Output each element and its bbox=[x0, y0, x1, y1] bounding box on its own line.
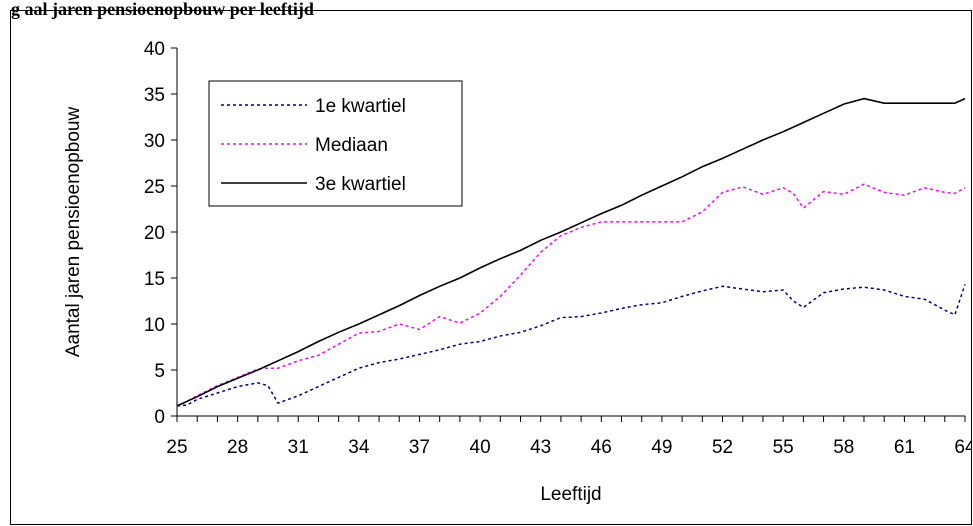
x-tick-label: 28 bbox=[227, 437, 248, 458]
legend-label-1: 1e kwartiel bbox=[315, 96, 406, 117]
series-line-1 bbox=[176, 284, 966, 407]
y-tick-label: 0 bbox=[154, 407, 165, 428]
legend: 1e kwartiel Mediaan 3e kwartiel bbox=[208, 80, 463, 207]
legend-label-3: 3e kwartiel bbox=[315, 174, 406, 195]
y-tick-label: 15 bbox=[144, 269, 165, 290]
x-tick-label: 55 bbox=[773, 437, 794, 458]
y-tick-label: 40 bbox=[144, 39, 165, 60]
legend-label-2: Mediaan bbox=[315, 135, 388, 156]
x-axis-label: Leeftijd bbox=[540, 484, 601, 505]
chart-frame: g aal jaren pensioenopbouw per leeftijd … bbox=[10, 0, 972, 525]
x-tick-label: 49 bbox=[651, 437, 672, 458]
x-tick-label: 43 bbox=[530, 437, 551, 458]
x-tick-label: 40 bbox=[470, 437, 491, 458]
y-tick-label: 5 bbox=[154, 361, 165, 382]
x-tick-label: 31 bbox=[288, 437, 309, 458]
axes: 0 5 10 15 20 25 30 35 40 25 28 31 34 37 40 43 46 49 52 55 58… bbox=[144, 39, 971, 458]
line-chart: 0 5 10 15 20 25 30 35 40 25 28 31 34 37 40 43 46 49 52 55 58… bbox=[63, 39, 971, 505]
series-line-3 bbox=[176, 97, 966, 407]
y-tick-label: 20 bbox=[144, 223, 165, 244]
series-layer bbox=[176, 97, 966, 407]
y-tick-label: 10 bbox=[144, 315, 165, 336]
x-tick-label: 46 bbox=[591, 437, 612, 458]
x-tick-label: 34 bbox=[348, 437, 370, 458]
series-line-2 bbox=[176, 183, 966, 407]
x-tick-label: 64 bbox=[954, 437, 971, 458]
x-tick-label: 61 bbox=[894, 437, 915, 458]
x-tick-label: 25 bbox=[166, 437, 187, 458]
x-tick-label: 52 bbox=[712, 437, 733, 458]
y-axis-label: Aantal jaren pensioenopbouw bbox=[63, 107, 84, 358]
x-tick-label: 58 bbox=[833, 437, 854, 458]
y-tick-label: 30 bbox=[144, 131, 165, 152]
x-tick-label: 37 bbox=[409, 437, 430, 458]
y-tick-label: 25 bbox=[144, 177, 165, 198]
figure-title: g aal jaren pensioenopbouw per leeftijd bbox=[11, 0, 314, 19]
y-tick-label: 35 bbox=[144, 85, 165, 106]
